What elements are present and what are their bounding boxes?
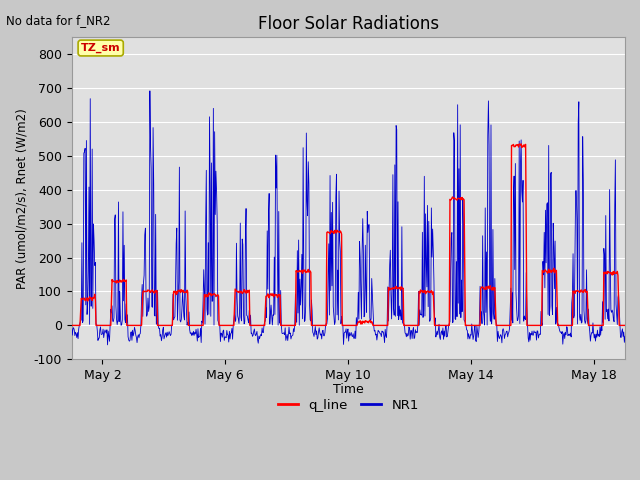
Y-axis label: PAR (umol/m2/s), Rnet (W/m2): PAR (umol/m2/s), Rnet (W/m2): [15, 108, 28, 288]
Legend: q_line, NR1: q_line, NR1: [273, 394, 424, 417]
Text: TZ_sm: TZ_sm: [81, 43, 120, 53]
Title: Floor Solar Radiations: Floor Solar Radiations: [258, 15, 439, 33]
Text: No data for f_NR2: No data for f_NR2: [6, 14, 111, 27]
X-axis label: Time: Time: [333, 384, 364, 396]
